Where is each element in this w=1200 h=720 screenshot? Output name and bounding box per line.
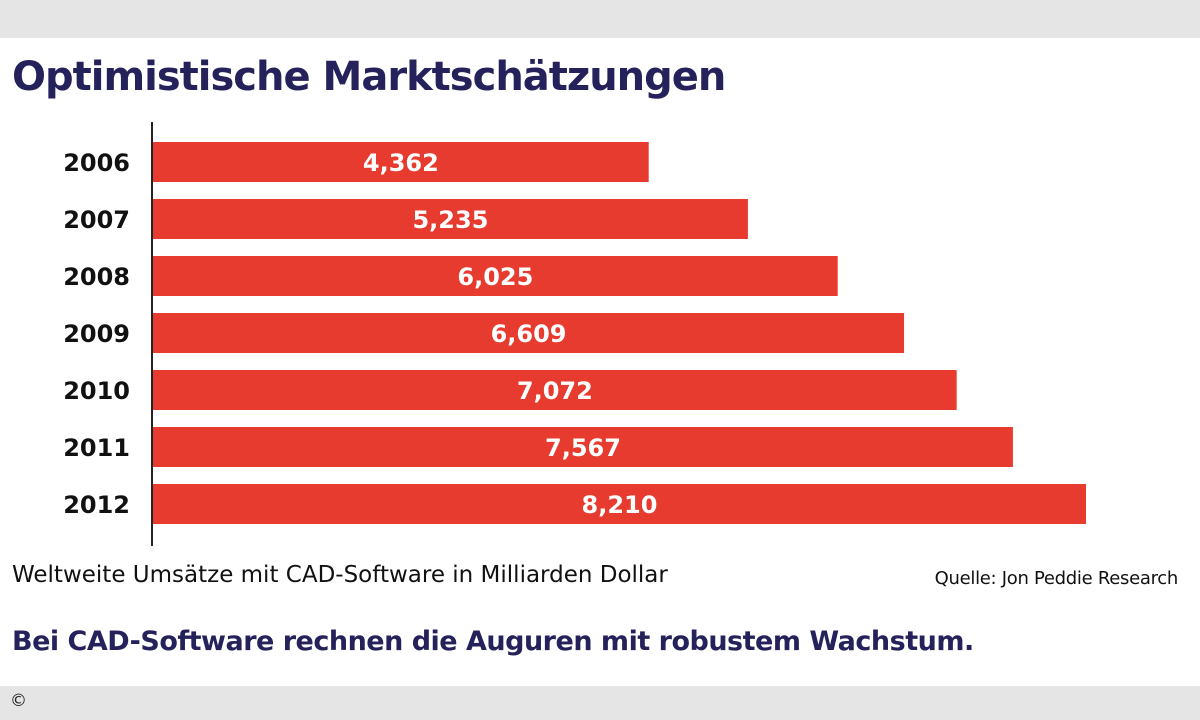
bar-2011 (153, 427, 1013, 467)
bottom-band (0, 686, 1200, 720)
y-tick-label-2012: 2012 (63, 491, 130, 519)
data-label-2011: 7,567 (545, 434, 621, 462)
y-tick-label-2006: 2006 (63, 149, 130, 177)
data-label-2009: 6,609 (491, 320, 567, 348)
bar-chart: 2006 4,362 2007 5,235 2008 6,025 2009 6,609 2010… (63, 122, 1086, 546)
axis-caption: Weltweite Umsätze mit CAD-Software in Mi… (12, 562, 668, 588)
bar-2007 (153, 199, 748, 239)
top-band (0, 0, 1200, 38)
data-label-2010: 7,072 (517, 377, 593, 405)
bar-2008 (153, 256, 838, 296)
bar-2009 (153, 313, 905, 353)
y-tick-label-2011: 2011 (63, 434, 130, 462)
bar-2010 (153, 370, 957, 410)
copyright-mark: © (10, 691, 27, 711)
data-label-2007: 5,235 (412, 206, 488, 234)
chart-subtitle: Bei CAD-Software rechnen die Auguren mit… (12, 626, 974, 657)
chart-title: Optimistische Marktschätzungen (12, 54, 726, 100)
y-tick-label-2009: 2009 (63, 320, 130, 348)
data-label-2008: 6,025 (457, 263, 533, 291)
bar-2012 (153, 484, 1086, 524)
source-note: Quelle: Jon Peddie Research (934, 568, 1179, 589)
bar-2006 (153, 142, 649, 182)
y-tick-label-2010: 2010 (63, 377, 130, 405)
data-label-2006: 4,362 (363, 149, 439, 177)
y-tick-label-2007: 2007 (63, 206, 130, 234)
y-tick-label-2008: 2008 (63, 263, 130, 291)
data-label-2012: 8,210 (582, 491, 658, 519)
